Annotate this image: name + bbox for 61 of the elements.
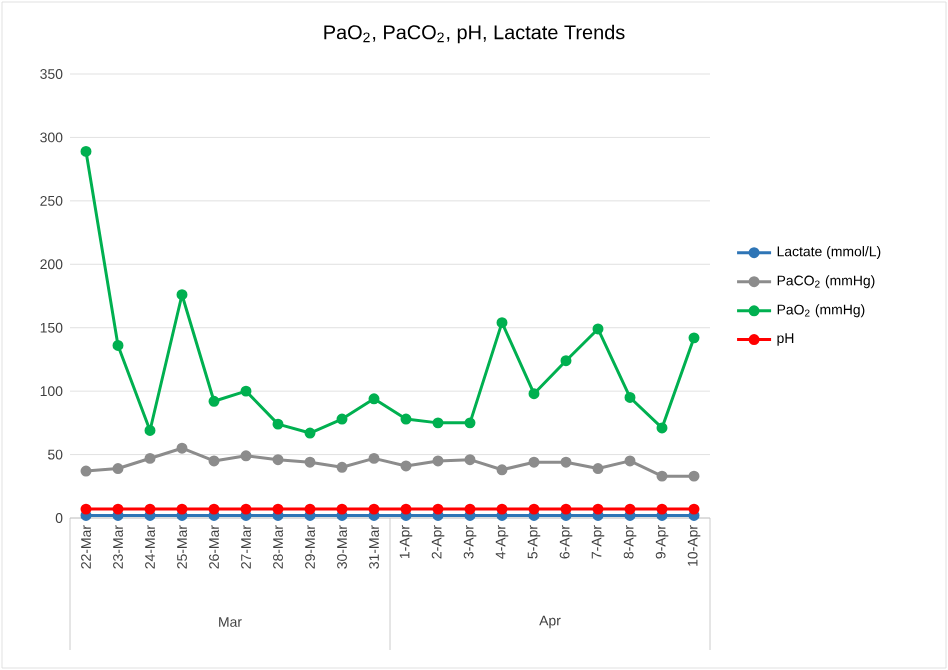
point [144, 424, 156, 436]
point [80, 503, 92, 515]
point [272, 454, 284, 466]
point [176, 442, 188, 454]
point [240, 385, 252, 397]
point [112, 339, 124, 351]
point [112, 503, 124, 515]
point [400, 413, 412, 425]
point [208, 395, 220, 407]
point [272, 418, 284, 430]
point [176, 289, 188, 301]
point [464, 417, 476, 429]
point [336, 413, 348, 425]
point [208, 455, 220, 467]
point [688, 470, 700, 482]
point [592, 323, 604, 335]
point [304, 427, 316, 439]
point [80, 145, 92, 157]
point [464, 454, 476, 466]
point [656, 470, 668, 482]
point [528, 456, 540, 468]
point [592, 503, 604, 515]
point [528, 388, 540, 400]
point [592, 463, 604, 475]
point [688, 503, 700, 515]
point [656, 503, 668, 515]
point [336, 503, 348, 515]
point [272, 503, 284, 515]
point [432, 417, 444, 429]
point [400, 503, 412, 515]
point [688, 332, 700, 344]
point [656, 422, 668, 434]
point [496, 317, 508, 329]
point [336, 461, 348, 473]
point [624, 392, 636, 403]
point [368, 503, 380, 515]
point [176, 503, 188, 515]
point [624, 455, 636, 467]
point [304, 456, 316, 468]
point [464, 503, 476, 515]
point [560, 456, 572, 468]
point [496, 503, 508, 515]
point [560, 355, 572, 367]
point [496, 464, 508, 476]
point [144, 503, 156, 515]
point [528, 503, 540, 515]
point [432, 455, 444, 467]
point [208, 503, 220, 515]
point [144, 452, 156, 464]
point [400, 460, 412, 472]
point [112, 463, 124, 475]
point [624, 503, 636, 515]
point [368, 393, 380, 405]
point [432, 503, 444, 515]
point [240, 450, 252, 462]
point [368, 452, 380, 464]
point [304, 503, 316, 515]
chart-title: PaO$_{2}$, PaCO$_{2}$, pH, Lactate Trends [324, 24, 625, 44]
point [240, 503, 252, 515]
point [80, 465, 92, 477]
point [560, 503, 572, 515]
